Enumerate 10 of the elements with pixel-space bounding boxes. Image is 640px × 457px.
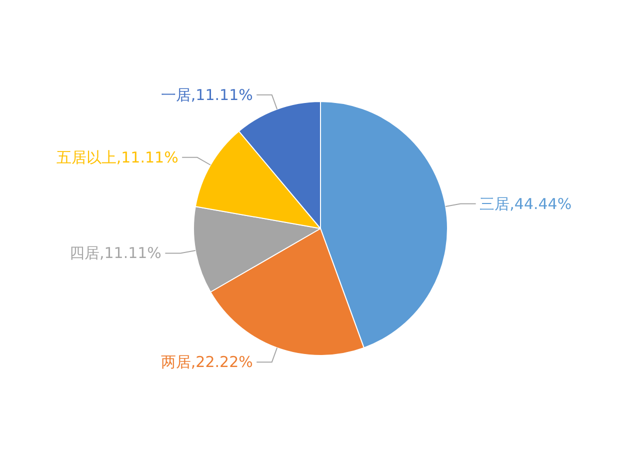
data-label: ,11.11% xyxy=(190,86,253,104)
data-label: ,44.44% xyxy=(510,194,572,213)
data-label: ,11.11% xyxy=(116,148,178,166)
slice-label: 一居 xyxy=(160,86,191,104)
data-label: ,22.22% xyxy=(190,353,253,372)
slice-label: 三居 xyxy=(480,194,510,213)
slice-label: 两居 xyxy=(160,353,191,372)
slice-label: 四居 xyxy=(69,244,100,262)
data-label: ,11.11% xyxy=(99,244,162,262)
slice-label: 五居以上 xyxy=(56,148,116,166)
